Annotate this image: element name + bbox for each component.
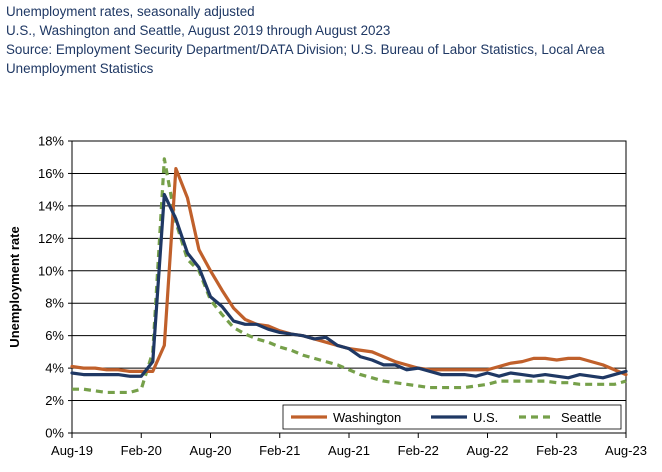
y-tick-label: 0%: [45, 426, 64, 441]
x-tick-label: Aug-19: [51, 443, 93, 458]
y-tick-label: 4%: [45, 361, 64, 376]
chart-subtitle: U.S., Washington and Seattle, August 201…: [6, 23, 391, 38]
y-tick-label: 16%: [38, 166, 64, 181]
legend-label: Washington: [333, 410, 401, 425]
x-tick-label: Aug-22: [467, 443, 509, 458]
y-tick-label: 6%: [45, 328, 64, 343]
x-tick-label: Feb-22: [398, 443, 439, 458]
y-tick-label: 10%: [38, 263, 64, 278]
chart-title: Unemployment rates, seasonally adjusted: [6, 4, 255, 19]
series-line-us: [70, 192, 628, 380]
x-tick-label: Aug-23: [605, 443, 647, 458]
chart-header: Unemployment rates, seasonally adjusted …: [6, 2, 656, 78]
x-tick-label: Feb-20: [121, 443, 162, 458]
chart-source: Source: Employment Security Department/D…: [6, 42, 605, 76]
y-tick-label: 8%: [45, 296, 64, 311]
x-tick-label: Feb-23: [536, 443, 577, 458]
plot-area-frame: [71, 140, 627, 434]
y-tick-label: 18%: [38, 134, 64, 149]
legend-label: Seattle: [561, 410, 601, 425]
y-tick-label: 2%: [45, 393, 64, 408]
x-tick-label: Aug-21: [328, 443, 370, 458]
legend-label: U.S.: [473, 410, 498, 425]
y-axis-label: Unemployment rate: [7, 226, 22, 347]
x-tick-label: Aug-20: [190, 443, 232, 458]
series-line-seattle: [72, 157, 627, 395]
legend: Washington U.S. Seattle: [282, 404, 622, 430]
y-tick-label: 12%: [38, 231, 64, 246]
y-tick-label: 14%: [38, 198, 64, 213]
x-tick-label: Feb-21: [259, 443, 300, 458]
